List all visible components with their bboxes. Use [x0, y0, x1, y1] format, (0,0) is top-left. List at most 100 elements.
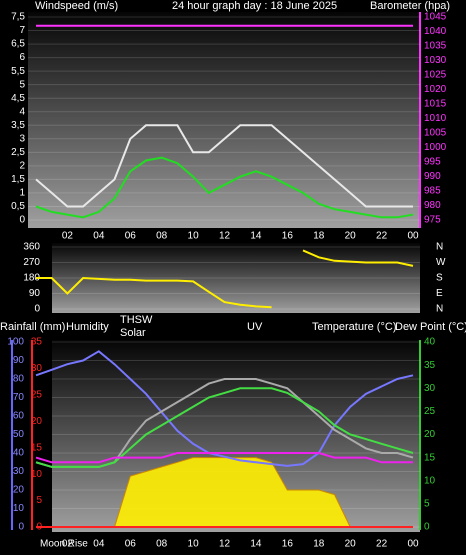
y2-tick-label: N [436, 242, 443, 253]
y2-tick-label: S [436, 273, 443, 284]
x-tick-label: 06 [125, 231, 137, 242]
y2-tick-label: 1030 [424, 55, 447, 66]
y2-tick-label: E [436, 288, 443, 299]
y-tick-label: 50 [13, 429, 25, 440]
x-tick-label: 16 [282, 539, 294, 550]
y-tick-label: 3,5 [11, 120, 25, 131]
y3-tick-label: 25 [31, 389, 43, 400]
x-tick-label: 14 [250, 539, 262, 550]
y2-tick-label: 1025 [424, 70, 447, 81]
y2-tick-label: 980 [424, 200, 441, 211]
x-tick-label: 12 [219, 231, 231, 242]
y2-tick-label: 1035 [424, 41, 447, 52]
line [35, 387, 414, 468]
y2-tick-label: 990 [424, 171, 441, 182]
x-tick-label: 04 [93, 539, 105, 550]
y2-tick-label: 975 [424, 215, 441, 226]
y-tick-label: 7 [19, 25, 25, 36]
y-tick-label: 6,5 [11, 39, 25, 50]
x-tick-label: 14 [250, 231, 262, 242]
x-tick-label: 18 [313, 231, 325, 242]
y-tick-label: 0 [19, 215, 25, 226]
y-tick-label: 0 [18, 522, 24, 533]
y-tick-label: 7,5 [11, 12, 25, 23]
y-tick-label: 90 [13, 355, 25, 366]
legend-label: THSW [120, 314, 153, 326]
legend-label: Dew Point (°C) [395, 321, 466, 333]
x-tick-label: 06 [125, 539, 137, 550]
y2-tick-label: 30 [424, 383, 436, 394]
y2-tick-label: 1020 [424, 84, 447, 95]
y-tick-label: 60 [13, 411, 25, 422]
x-tick-label: 08 [156, 539, 168, 550]
y-tick-label: 1 [19, 188, 25, 199]
y3-tick-label: 5 [36, 495, 42, 506]
y-tick-label: 3 [19, 133, 25, 144]
x-tick-label: 00 [407, 231, 419, 242]
y-tick-label: 5,5 [11, 66, 25, 77]
x-tick-label: 20 [345, 231, 357, 242]
y-tick-label: 70 [13, 392, 25, 403]
y-tick-label: 270 [23, 257, 40, 268]
y2-tick-label: 1045 [424, 12, 447, 23]
x-tick-label: 20 [345, 539, 357, 550]
y2-tick-label: 0 [424, 522, 430, 533]
y2-tick-label: 25 [424, 406, 436, 417]
y-tick-label: 40 [13, 448, 25, 459]
uv-label: UV [247, 321, 263, 333]
x-tick-label: 12 [219, 539, 231, 550]
y2-tick-label: 10 [424, 475, 436, 486]
y2-tick-label: W [436, 257, 446, 268]
x-tick-label: 08 [156, 231, 168, 242]
line [35, 156, 414, 219]
y-tick-label: 10 [13, 503, 25, 514]
x-tick-label: 10 [188, 539, 200, 550]
y2-tick-label: 1005 [424, 128, 447, 139]
y-tick-label: 360 [23, 242, 40, 253]
y2-axis-title: Barometer (hpa) [370, 0, 450, 12]
y2-tick-label: 15 [424, 452, 436, 463]
y2-tick-label: 40 [424, 337, 436, 348]
y-axis-title: Windspeed (m/s) [35, 0, 118, 12]
x-tick-label: 02 [62, 231, 74, 242]
y-tick-label: 4 [19, 106, 25, 117]
x-tick-label: 18 [313, 539, 325, 550]
y2-tick-label: 20 [424, 429, 436, 440]
y2-tick-label: 5 [424, 499, 430, 510]
chart-title: 24 hour graph day : 18 June 2025 [172, 0, 337, 12]
y2-tick-label: N [436, 304, 443, 315]
y-tick-label: 6 [19, 52, 25, 63]
line [35, 452, 413, 464]
line [35, 124, 413, 208]
x-tick-label: 22 [376, 231, 388, 242]
y-tick-label: 5 [19, 79, 25, 90]
y-tick-label: 90 [29, 288, 41, 299]
line [35, 350, 414, 467]
y2-tick-label: 995 [424, 157, 441, 168]
legend-label: Temperature (°C) [312, 321, 396, 333]
x-tick-label: 22 [376, 539, 388, 550]
y2-tick-label: 1015 [424, 99, 447, 110]
legend-label: Humidity [66, 321, 109, 333]
y-tick-label: 80 [13, 374, 25, 385]
line [36, 249, 414, 309]
x-tick-label: 10 [188, 231, 200, 242]
y-tick-label: 30 [13, 466, 25, 477]
plot-area [28, 12, 420, 228]
y3-tick-label: 10 [31, 469, 43, 480]
y3-tick-label: 20 [31, 416, 43, 427]
y3-tick-label: 30 [31, 363, 43, 374]
x-tick-label: 16 [282, 231, 294, 242]
y3-tick-label: 35 [31, 337, 43, 348]
annotation: Moon Rise [40, 539, 88, 550]
y-tick-label: 180 [23, 273, 40, 284]
y-tick-label: 20 [13, 485, 25, 496]
y-tick-label: 2,5 [11, 147, 25, 158]
y2-tick-label: 1010 [424, 113, 447, 124]
y2-tick-label: 1040 [424, 26, 447, 37]
y2-tick-label: 985 [424, 186, 441, 197]
plot-area [52, 243, 420, 313]
x-tick-label: 04 [93, 231, 105, 242]
y-tick-label: 2 [19, 161, 25, 172]
